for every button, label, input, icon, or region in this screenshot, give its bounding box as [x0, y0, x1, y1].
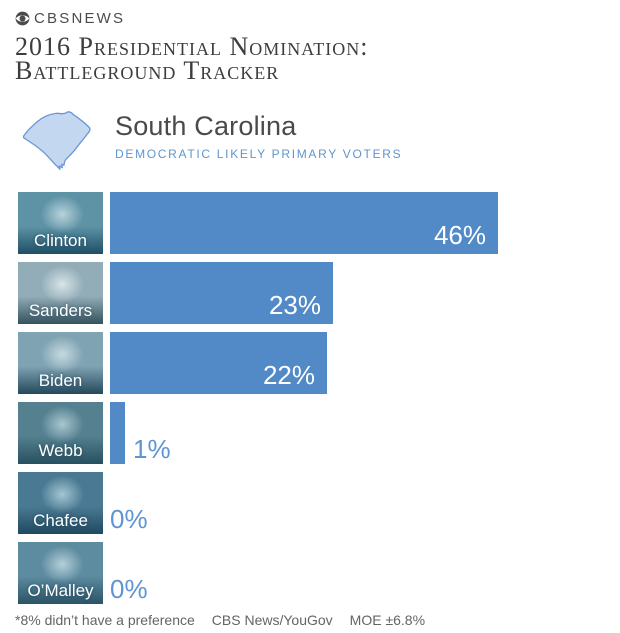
page-title-line2: Battleground Tracker [15, 56, 280, 85]
candidate-portrait: Sanders [18, 262, 103, 324]
candidate-portrait: Biden [18, 332, 103, 394]
margin-of-error: MOE ±6.8% [349, 612, 426, 628]
candidate-row: Biden 22% [18, 332, 620, 394]
page-title: 2016 Presidential Nomination: Battlegrou… [15, 32, 604, 85]
percent-label: 0% [110, 504, 148, 534]
candidate-row: Clinton 46% [18, 192, 620, 254]
result-bar [110, 402, 125, 464]
candidate-name-label: Sanders [28, 301, 93, 320]
source-credit: CBS News/YouGov [211, 612, 333, 628]
result-bar: 46% [110, 192, 498, 254]
percent-label: 23% [268, 290, 321, 320]
percent-label: 0% [110, 574, 148, 604]
candidate-portrait: Webb [18, 402, 103, 464]
south-carolina-map-icon [22, 111, 91, 170]
result-bar: 22% [110, 332, 327, 394]
candidate-name-label: Webb [38, 441, 83, 460]
candidate-row: Sanders 23% [18, 262, 620, 324]
bar-track: 46% [110, 192, 620, 254]
page-title-line1: 2016 Presidential Nomination: [15, 32, 369, 61]
percent-label: 1% [133, 434, 171, 464]
state-header: South Carolina DEMOCRATIC LIKELY PRIMARY… [18, 107, 620, 175]
bar-track: 22% [110, 332, 620, 394]
candidate-name-label: O’Malley [27, 581, 94, 600]
result-bar: 23% [110, 262, 333, 324]
candidate-portrait: Chafee [18, 472, 103, 534]
candidate-row: Webb 1% [18, 402, 620, 464]
state-name-heading: South Carolina [115, 111, 297, 141]
bar-track: 0% [110, 472, 620, 534]
results-bar-chart: Clinton 46% Sanders 23% Biden 22% Webb 1% Chafee… [18, 192, 620, 604]
candidate-name-label: Biden [38, 371, 83, 390]
bar-track: 1% [110, 402, 620, 464]
preference-note: *8% didn’t have a preference [15, 612, 195, 628]
candidate-row: Chafee 0% [18, 472, 620, 534]
cbs-news-wordmark: CBSNEWS [34, 10, 126, 27]
electorate-subtitle: DEMOCRATIC LIKELY PRIMARY VOTERS [115, 147, 403, 161]
chart-footnote: *8% didn’t have a preference CBS News/Yo… [15, 612, 620, 628]
candidate-name-label: Chafee [33, 511, 88, 530]
candidate-row: O’Malley 0% [18, 542, 620, 604]
bar-track: 0% [110, 542, 620, 604]
bar-track: 23% [110, 262, 620, 324]
cbs-eye-icon [15, 11, 30, 26]
state-title-block: South Carolina DEMOCRATIC LIKELY PRIMARY… [115, 107, 402, 161]
candidate-name-label: Clinton [34, 231, 87, 250]
candidate-portrait: Clinton [18, 192, 103, 254]
candidate-portrait: O’Malley [18, 542, 103, 604]
percent-label: 46% [433, 220, 486, 250]
percent-label: 22% [262, 360, 315, 390]
cbs-news-logo: CBSNEWS [15, 10, 620, 27]
